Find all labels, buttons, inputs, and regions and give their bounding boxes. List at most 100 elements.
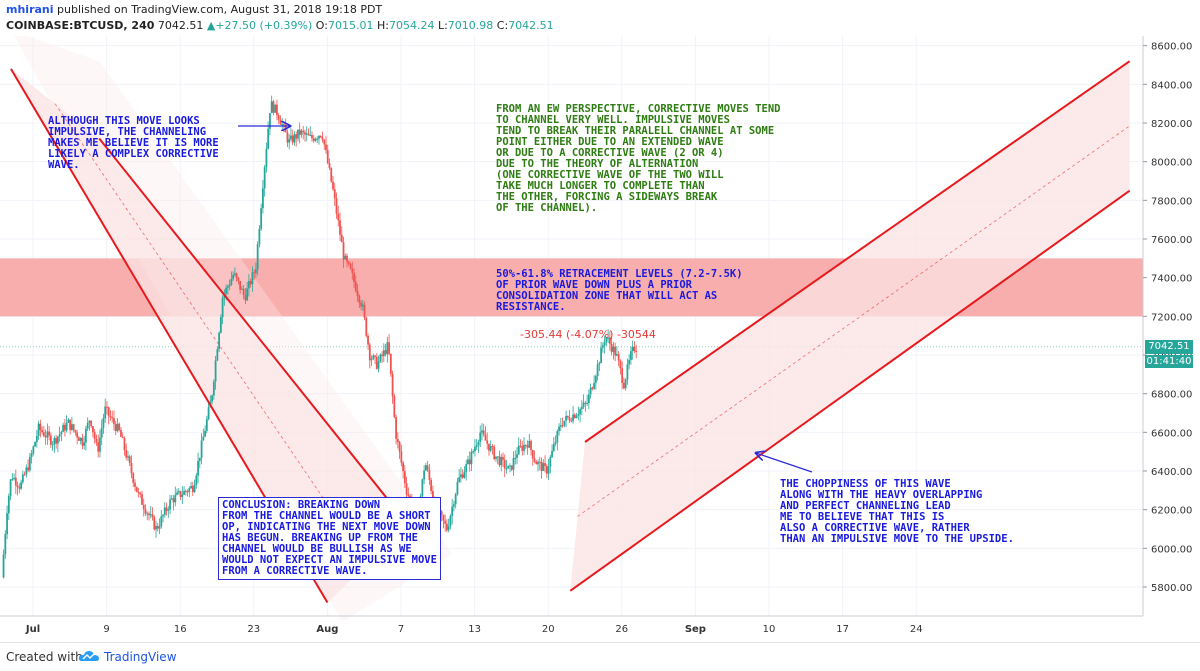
candle-body xyxy=(456,482,459,495)
candle-body xyxy=(619,360,622,369)
candle-body xyxy=(535,461,538,465)
candle-body xyxy=(163,507,166,515)
candle-body xyxy=(198,457,201,461)
candle-body xyxy=(633,346,636,351)
candle-body xyxy=(516,454,518,458)
candle-body xyxy=(554,442,557,444)
candle-body xyxy=(314,138,317,141)
symbol-label[interactable]: COINBASE:BTCUSD, 240 xyxy=(6,19,155,32)
candle-body xyxy=(247,280,250,289)
candle-body xyxy=(85,428,87,443)
candle-body xyxy=(116,423,119,432)
candle-body xyxy=(283,124,285,126)
candle-body xyxy=(528,440,531,448)
candle-body xyxy=(407,494,410,496)
candle-body xyxy=(109,415,112,418)
candle-body xyxy=(197,460,199,476)
price-tick-label: 7200.00 xyxy=(1151,312,1192,323)
candle-body xyxy=(323,139,326,145)
symbol-line: COINBASE:BTCUSD, 240 7042.51 ▲+27.50 (+0… xyxy=(6,19,554,32)
candle-body xyxy=(325,144,327,151)
publisher-name[interactable]: mhirani xyxy=(6,3,54,16)
candle-body xyxy=(35,435,38,443)
candle-body xyxy=(523,445,525,451)
candle-body xyxy=(346,255,348,262)
candle-body xyxy=(86,422,89,429)
candle-body xyxy=(426,465,429,471)
candle-body xyxy=(11,478,14,480)
candle-body xyxy=(226,286,229,288)
open-value: 7015.01 xyxy=(327,19,374,32)
candle-body xyxy=(368,344,371,361)
channel-fill-descending xyxy=(10,68,409,603)
candle-body xyxy=(58,434,61,437)
candle-body xyxy=(167,509,170,511)
publish-line: mhirani published on TradingView.com, Au… xyxy=(6,3,382,16)
candle-body xyxy=(90,420,93,427)
channel-lower-ascending xyxy=(569,189,1131,592)
candle-body xyxy=(470,451,473,465)
candle-body xyxy=(74,430,77,433)
candle-body xyxy=(570,420,573,422)
candle-body xyxy=(351,268,354,273)
candle-body xyxy=(92,426,94,433)
candle-body xyxy=(135,486,138,492)
candle-body xyxy=(475,445,478,447)
candle-body xyxy=(151,514,154,517)
candle-body xyxy=(558,426,560,431)
candle-body xyxy=(400,451,403,463)
candle-body xyxy=(374,355,376,357)
candle-body xyxy=(614,346,617,356)
candle-body xyxy=(540,461,543,471)
candle-body xyxy=(587,394,590,404)
candle-body xyxy=(479,432,482,443)
candle-body xyxy=(32,446,35,454)
candle-body xyxy=(132,473,135,483)
time-tick-label: 7 xyxy=(398,624,404,635)
candle-body xyxy=(572,414,574,422)
tradingview-cloud-icon xyxy=(78,651,99,661)
price-tick-label: 6600.00 xyxy=(1151,428,1192,439)
candle-body xyxy=(402,462,405,472)
candle-body xyxy=(270,101,273,114)
measure-label: -305.44 (-4.07%) -30544 xyxy=(520,328,656,341)
candle-body xyxy=(552,443,555,451)
candle-body xyxy=(121,436,124,439)
candle-body xyxy=(256,244,259,270)
candle-body xyxy=(377,361,380,369)
candle-body xyxy=(444,520,447,524)
low-value: 7010.98 xyxy=(447,19,494,32)
candle-body xyxy=(95,439,98,443)
channel-fill-ascending xyxy=(570,61,1130,591)
time-axis[interactable]: Jul 9 16 23 Aug 7 13 20 26 Sep 10 17 24 xyxy=(25,624,923,635)
candle-body xyxy=(137,491,140,493)
candle-body xyxy=(531,450,534,459)
candle-body xyxy=(279,119,282,125)
candle-body xyxy=(577,414,580,416)
candle-body xyxy=(579,409,581,415)
candle-body xyxy=(18,487,21,489)
candle-body xyxy=(125,450,128,458)
candle-body xyxy=(65,422,68,431)
candle-body xyxy=(349,263,352,269)
price-axis[interactable]: 5800.00 6000.00 6200.00 6400.00 6600.00 6800.… xyxy=(1143,42,1192,594)
candle-body xyxy=(514,457,517,459)
candle-body xyxy=(630,351,632,360)
candle-body xyxy=(453,504,455,507)
candle-body xyxy=(446,523,448,531)
candle-body xyxy=(626,364,629,380)
candle-body xyxy=(60,431,63,435)
candle-body xyxy=(461,474,464,478)
candle-body xyxy=(205,419,208,431)
candle-body xyxy=(72,424,75,431)
candle-body xyxy=(621,368,624,383)
price-chart[interactable]: 5800.00 6000.00 6200.00 6400.00 6600.00 6800.… xyxy=(0,36,1200,642)
candle-body xyxy=(233,273,236,275)
candle-body xyxy=(605,337,608,342)
tradingview-brand[interactable]: TradingView xyxy=(104,650,177,664)
candle-body xyxy=(496,456,499,458)
candle-body xyxy=(174,494,177,503)
candle-body xyxy=(538,461,541,463)
time-tick-label: Jul xyxy=(25,624,40,635)
candle-body xyxy=(300,130,303,135)
